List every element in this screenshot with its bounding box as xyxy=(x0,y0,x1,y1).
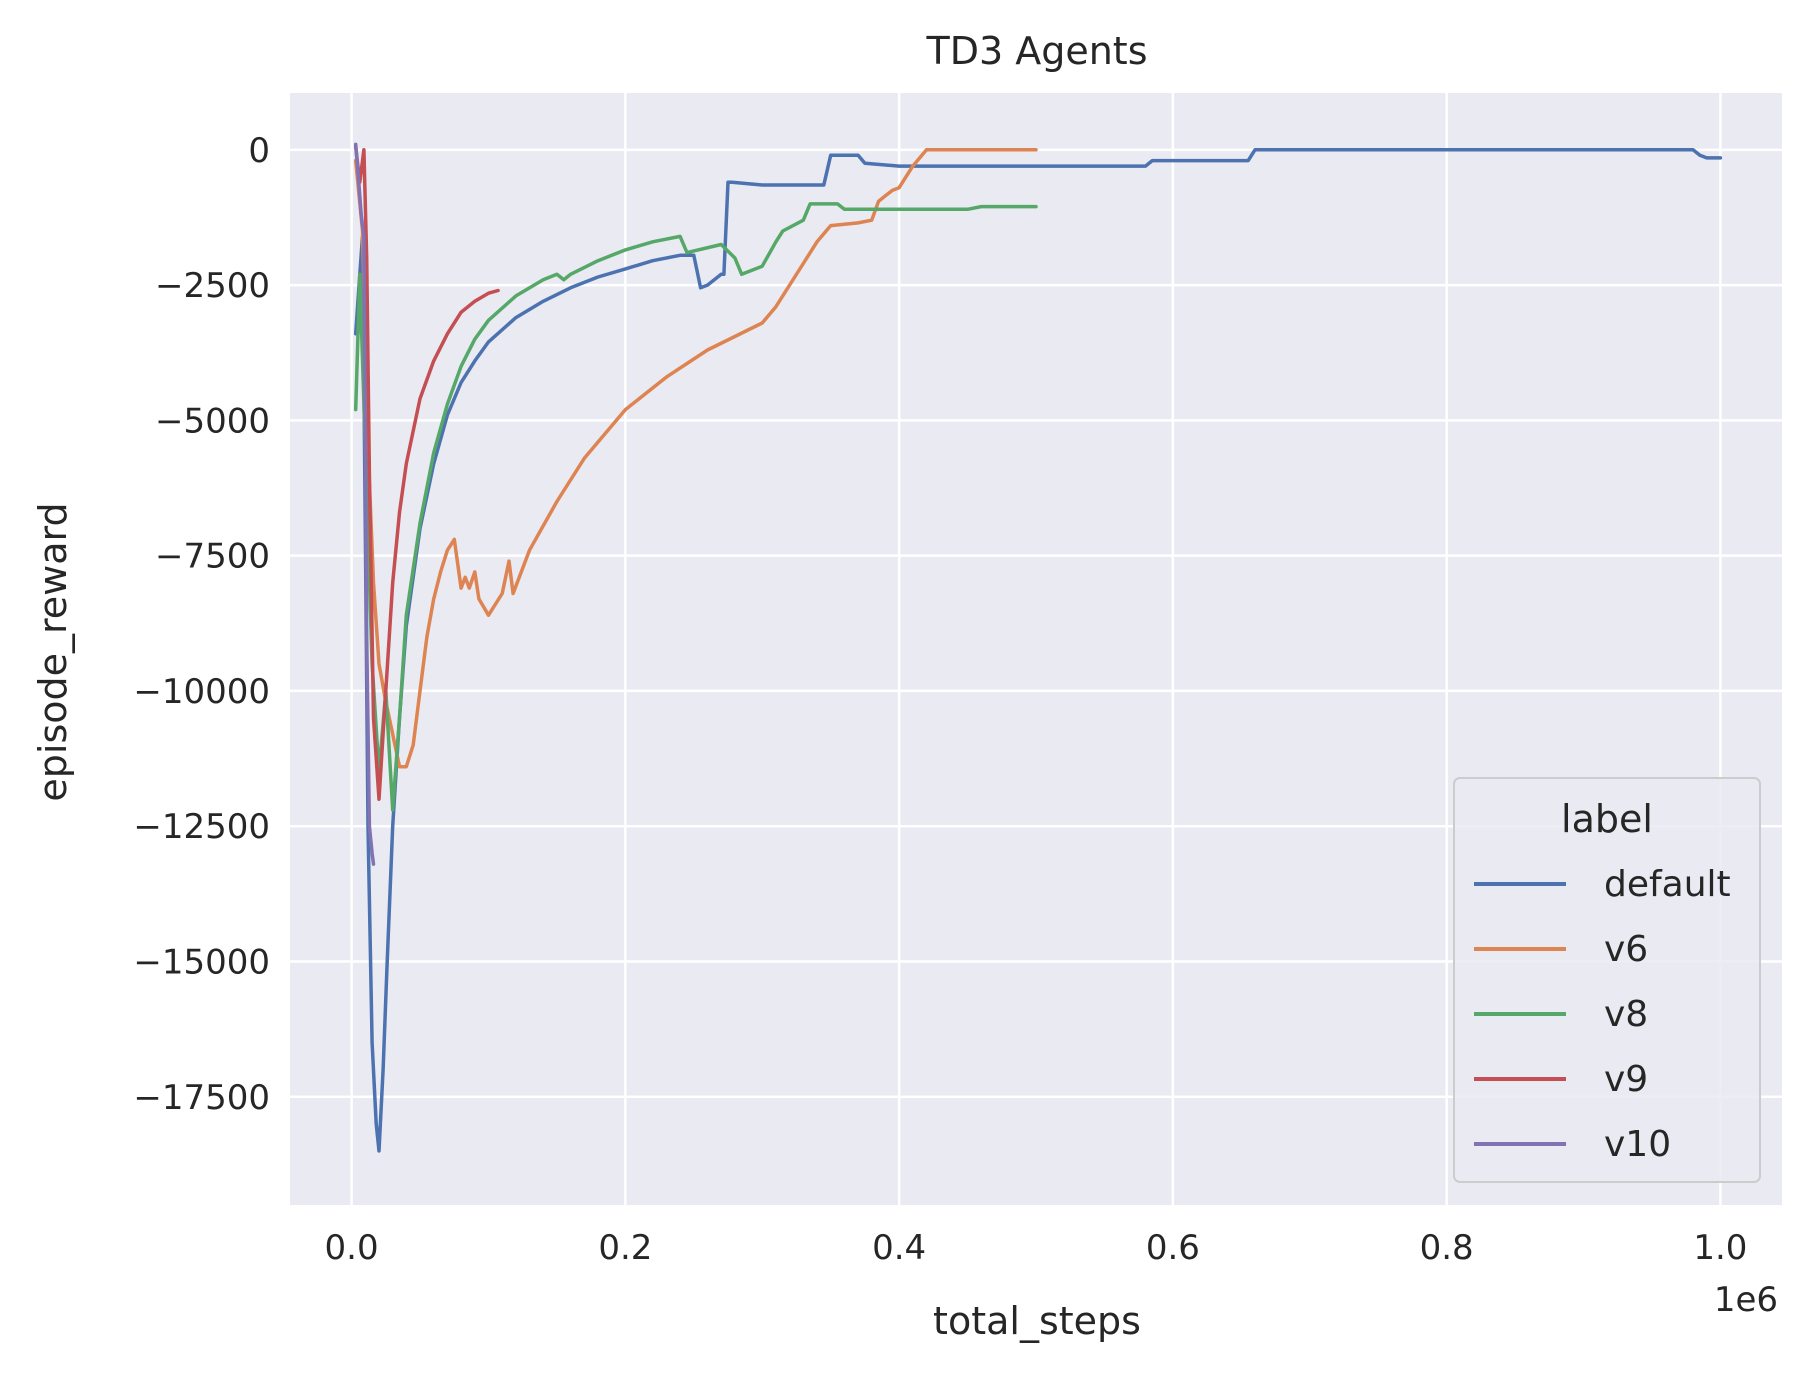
x-tick-label: 1.0 xyxy=(1693,1228,1747,1268)
x-tick-label: 0.6 xyxy=(1146,1228,1200,1268)
y-tick-label: −15000 xyxy=(133,942,270,982)
x-tick-label: 0.0 xyxy=(325,1228,379,1268)
y-tick-label: −2500 xyxy=(155,266,270,306)
series-lines xyxy=(353,142,1723,1153)
legend-items: default v6 v8 v9 v10 xyxy=(1474,864,1731,1165)
y-tick-label: −5000 xyxy=(155,401,270,441)
y-tick-labels: 0 −2500 −5000 −7500 −10000 −12500 −15000 −17500 xyxy=(133,131,270,1118)
y-tick-label: −7500 xyxy=(155,537,270,577)
x-axis-label: total_steps xyxy=(933,1299,1141,1343)
y-axis-label: episode_reward xyxy=(31,502,75,801)
x-tick-label: 0.4 xyxy=(872,1228,926,1268)
series-line-default xyxy=(353,148,1723,1153)
grid xyxy=(290,93,1782,1205)
x-tick-label: 0.8 xyxy=(1420,1228,1474,1268)
x-tick-label: 0.2 xyxy=(598,1228,652,1268)
chart-title: TD3 Agents xyxy=(925,29,1147,73)
series-line-v6 xyxy=(353,148,1038,769)
legend-label-v9: v9 xyxy=(1604,1059,1648,1100)
y-tick-label: −12500 xyxy=(133,807,270,847)
legend-label-v10: v10 xyxy=(1604,1124,1671,1165)
legend-label-default: default xyxy=(1604,864,1731,905)
legend-label-v8: v8 xyxy=(1604,994,1648,1035)
y-tick-label: −17500 xyxy=(133,1078,270,1118)
x-offset-label: 1e6 xyxy=(1714,1280,1778,1320)
series-line-v10 xyxy=(353,142,376,866)
legend-label-v6: v6 xyxy=(1604,929,1648,970)
y-tick-label: −10000 xyxy=(133,672,270,712)
y-tick-label: 0 xyxy=(248,131,270,171)
legend: label default v6 v8 v9 v10 xyxy=(1453,777,1761,1183)
series-line-v8 xyxy=(353,202,1038,812)
legend-title: label xyxy=(1561,797,1653,841)
x-tick-labels: 0.0 0.2 0.4 0.6 0.8 1.0 xyxy=(325,1228,1748,1268)
series-line-v9 xyxy=(353,145,500,801)
